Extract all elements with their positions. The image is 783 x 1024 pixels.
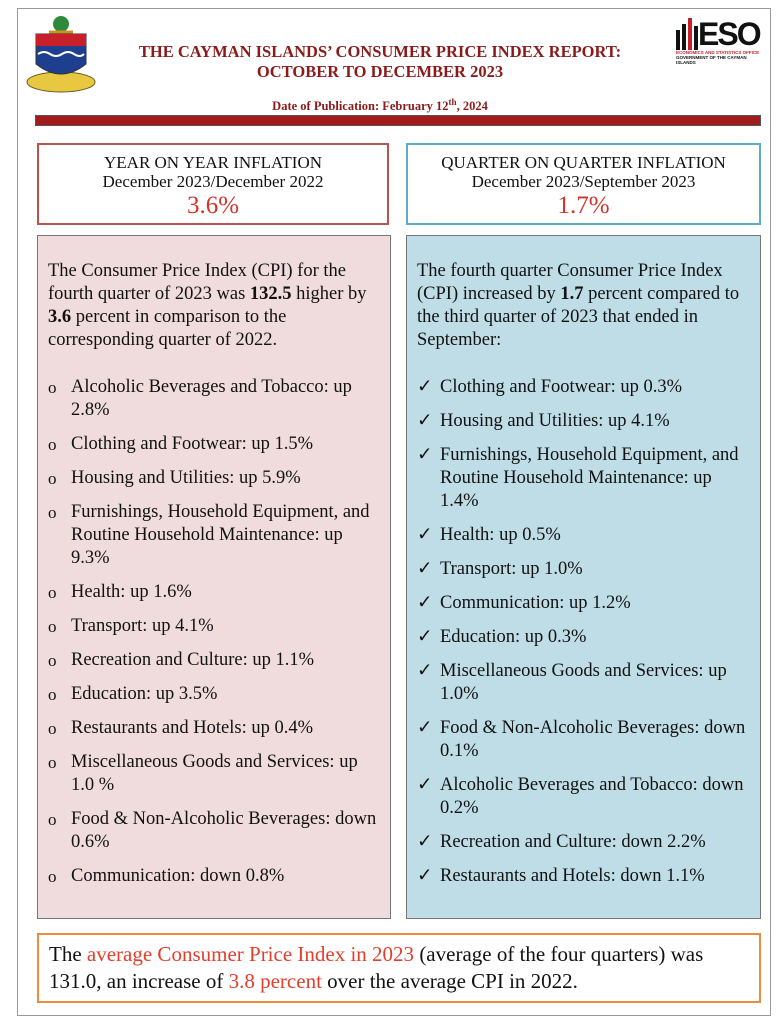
list-item: Miscellaneous Goods and Services: up 1.0…: [48, 751, 380, 797]
text-segment: 3.6: [48, 307, 72, 327]
list-item: Food & Non-Alcoholic Beverages: down 0.1…: [417, 717, 750, 763]
page-border: [17, 8, 771, 1016]
text-segment: The Consumer Price Index (CPI) for the f…: [48, 261, 346, 304]
text-segment: 3.8 percent: [228, 969, 322, 993]
list-item: Restaurants and Hotels: up 0.4%: [48, 717, 380, 740]
header-rule: [35, 115, 761, 126]
text-segment: percent compared to the third quarter of…: [417, 284, 740, 350]
panel-intro: The Consumer Price Index (CPI) for the f…: [48, 260, 380, 352]
box-value: 3.6%: [186, 192, 240, 219]
list-item: Education: up 3.5%: [48, 683, 380, 706]
report-title: THE CAYMAN ISLANDS’ CONSUMER PRICE INDEX…: [110, 42, 650, 82]
list-item: Clothing and Footwear: up 1.5%: [48, 433, 380, 456]
list-item: Health: up 1.6%: [48, 581, 380, 604]
title-line: OCTOBER TO DECEMBER 2023: [256, 62, 504, 81]
list-item: Alcoholic Beverages and Tobacco: up 2.8%: [48, 376, 380, 422]
publication-date: Date of Publication: February 12th, 2024: [110, 97, 650, 114]
list-item: Recreation and Culture: up 1.1%: [48, 649, 380, 672]
list-item: Furnishings, Household Equipment, and Ro…: [417, 444, 750, 513]
list-item: Housing and Utilities: up 4.1%: [417, 410, 750, 433]
qoq-panel: The fourth quarter Consumer Price Index …: [406, 235, 761, 919]
text-segment: 132.5: [249, 284, 292, 304]
list-item: Education: up 0.3%: [417, 626, 750, 649]
box-title: YEAR ON YEAR INFLATION: [104, 153, 322, 172]
text-segment: higher by: [291, 284, 367, 304]
list-item: Furnishings, Household Equipment, and Ro…: [48, 501, 380, 570]
logo-name: ESO: [698, 16, 762, 52]
list-item: Housing and Utilities: up 5.9%: [48, 467, 380, 490]
eso-logo: ESO ECONOMICS AND STATISTICS OFFICE GOVE…: [676, 18, 766, 65]
list-item: Communication: up 1.2%: [417, 592, 750, 615]
list-item: Transport: up 4.1%: [48, 615, 380, 638]
logo-line: ECONOMICS AND STATISTICS OFFICE: [676, 50, 760, 55]
box-period: December 2023/September 2023: [471, 172, 696, 191]
box-value: 1.7%: [557, 192, 610, 219]
text-segment: The: [49, 942, 87, 966]
qoq-box: QUARTER ON QUARTER INFLATION December 20…: [406, 143, 761, 225]
logo-bars: [676, 18, 698, 50]
text-segment: (average of the four quarters) was 131.0…: [49, 942, 704, 993]
list-item: Miscellaneous Goods and Services: up 1.0…: [417, 660, 750, 706]
list-item: Communication: down 0.8%: [48, 865, 380, 888]
text-segment: percent in comparison to the correspondi…: [48, 307, 287, 350]
yoy-box: YEAR ON YEAR INFLATION December 2023/Dec…: [37, 143, 389, 225]
text-segment: The fourth quarter Consumer Price Index …: [417, 261, 723, 304]
list-item: Health: up 0.5%: [417, 524, 750, 547]
yoy-panel: The Consumer Price Index (CPI) for the f…: [37, 235, 391, 919]
text-segment: , 2024: [456, 99, 488, 114]
text-segment: Date of Publication: February 12: [272, 99, 449, 114]
list-item: Clothing and Footwear: up 0.3%: [417, 376, 750, 399]
list-item: Transport: up 1.0%: [417, 558, 750, 581]
list-item: Restaurants and Hotels: down 1.1%: [417, 865, 750, 888]
list-item: Alcoholic Beverages and Tobacco: down 0.…: [417, 774, 750, 820]
title-line: THE CAYMAN ISLANDS’ CONSUMER PRICE INDEX…: [138, 42, 622, 61]
box-period: December 2023/December 2022: [102, 172, 324, 191]
panel-intro: The fourth quarter Consumer Price Index …: [417, 260, 750, 352]
text-segment: average Consumer Price Index in 2023: [86, 942, 415, 966]
annual-summary: The average Consumer Price Index in 2023…: [37, 933, 761, 1003]
list-item: Recreation and Culture: down 2.2%: [417, 831, 750, 854]
text-segment: over the average CPI in 2022.: [321, 969, 578, 993]
text-segment: th: [448, 97, 457, 107]
coat-of-arms: [26, 16, 96, 93]
box-title: QUARTER ON QUARTER INFLATION: [441, 153, 726, 172]
logo-line: GOVERNMENT OF THE CAYMAN ISLANDS: [676, 55, 747, 65]
text-segment: 1.7: [560, 284, 584, 304]
list-item: Food & Non-Alcoholic Beverages: down 0.6…: [48, 808, 380, 854]
